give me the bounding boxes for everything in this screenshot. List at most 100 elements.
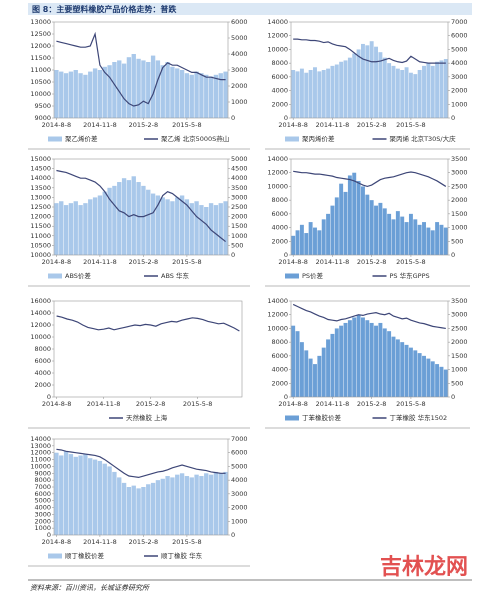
y-tick-label: 10000 [267, 45, 288, 53]
legend-label: 丁苯橡胶 华东1502 [390, 413, 448, 422]
bar [88, 199, 93, 255]
y2-tick-label: 3000 [231, 193, 248, 201]
plot-frame [53, 158, 229, 256]
bar [426, 358, 431, 397]
bar [387, 63, 392, 118]
x-tick-label: 2015-5-8 [172, 258, 202, 266]
bar [304, 233, 309, 255]
bar [126, 57, 132, 118]
legend-label: 聚丙烯价差 [302, 134, 335, 143]
bar [352, 172, 357, 255]
x-tick-label: 2014-8-8 [42, 400, 72, 408]
x-tick-label: 2014-8-8 [278, 400, 308, 408]
plot-frame [53, 300, 243, 398]
x-tick-label: 2015-5-8 [396, 400, 426, 408]
y2-tick-label: 1000 [231, 517, 248, 525]
bar [330, 333, 335, 397]
bar [199, 73, 204, 118]
bar [391, 65, 396, 118]
y2-tick-label: 2000 [231, 504, 248, 512]
bar [218, 473, 223, 535]
bar [136, 488, 141, 535]
bar [184, 73, 190, 118]
y2-tick-label: 1000 [451, 100, 468, 108]
bar [352, 53, 357, 118]
y2-tick-label: 3500 [451, 297, 468, 305]
bar [102, 66, 107, 118]
y-tick-label: 6000 [271, 73, 288, 81]
y2-tick-label: 2000 [231, 213, 248, 221]
y-tick-label: 14000 [267, 18, 288, 26]
x-tick-label: 2015-2-8 [129, 121, 159, 129]
y-tick-label: 10000 [267, 182, 288, 190]
bar [170, 477, 175, 535]
legend-label: 聚丙烯 北京T30S/大庆 [390, 134, 457, 143]
bar [422, 222, 426, 255]
bar [97, 70, 103, 118]
bar [63, 451, 69, 535]
y2-tick-label: 3000 [231, 66, 248, 74]
bar [347, 175, 352, 255]
y-tick-label: 12500 [30, 203, 51, 211]
bar [317, 355, 322, 397]
y2-tick-label: 3500 [451, 155, 468, 163]
y2-tick-label: 2000 [451, 196, 468, 204]
bar [430, 65, 435, 118]
line-series [56, 31, 226, 107]
bar [213, 471, 219, 535]
bar [374, 325, 379, 397]
y-tick-label: 6000 [34, 490, 51, 498]
bar [343, 60, 348, 118]
y2-tick-label: 6000 [451, 32, 468, 40]
bar [107, 187, 112, 255]
bar [313, 227, 317, 255]
bar [59, 455, 64, 535]
bar [352, 317, 357, 397]
bar [321, 219, 326, 255]
legend-swatch [48, 553, 62, 559]
bar [92, 459, 98, 535]
y-tick-label: 10000 [30, 251, 51, 259]
y-tick-label: 8000 [271, 338, 288, 346]
y2-tick-label: 4000 [231, 50, 248, 58]
bar [179, 70, 185, 118]
bar [374, 46, 379, 118]
y2-tick-label: 500 [451, 379, 463, 387]
y-tick-label: 12000 [267, 32, 288, 40]
bar [343, 191, 348, 255]
y2-tick-label: 0 [231, 251, 235, 259]
y-tick-label: 4000 [271, 224, 288, 232]
bar [92, 68, 98, 118]
y-tick-label: 0 [284, 114, 288, 122]
bar [73, 70, 78, 118]
bar [334, 64, 339, 118]
bar [343, 322, 348, 397]
bar [175, 68, 180, 118]
bar [204, 74, 209, 118]
bar [54, 70, 59, 118]
y2-tick-label: 6000 [231, 449, 248, 457]
bar [204, 473, 209, 535]
y-tick-label: 14500 [30, 165, 51, 173]
bar [136, 58, 141, 118]
legend-swatch [285, 136, 299, 142]
y2-tick-label: 2000 [451, 87, 468, 95]
bar [63, 73, 69, 118]
y-tick-label: 9000 [34, 469, 51, 477]
x-tick-label: 2015-2-8 [357, 400, 387, 408]
bar [321, 347, 326, 397]
bar [131, 54, 136, 118]
y-tick-label: 14000 [30, 309, 51, 317]
plot-frame [53, 21, 229, 119]
bar [112, 62, 117, 118]
bar [150, 55, 156, 118]
y-tick-label: 10500 [30, 241, 51, 249]
bar [391, 336, 396, 397]
bar [408, 72, 413, 118]
bar [443, 59, 448, 118]
bar [73, 456, 78, 535]
bar [97, 460, 103, 535]
bar [59, 71, 64, 118]
bar [443, 369, 448, 397]
bar [97, 195, 103, 255]
